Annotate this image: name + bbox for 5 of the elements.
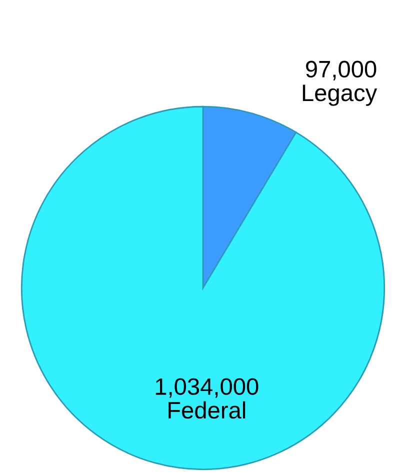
pie-slice [20, 106, 386, 470]
data-label: 97,000 [306, 60, 376, 80]
slice-label: Federal [168, 401, 246, 419]
data-label: 1,034,000 [156, 378, 258, 398]
slice-label: Legacy [302, 84, 378, 106]
